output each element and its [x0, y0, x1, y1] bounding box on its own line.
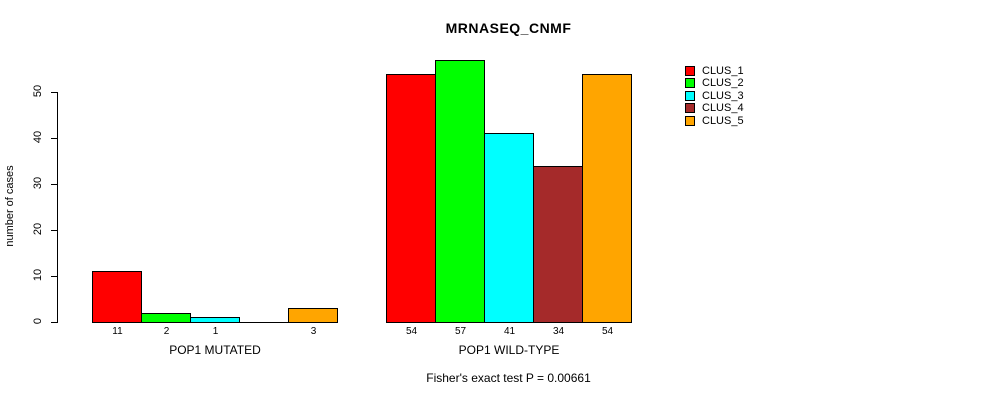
bar-value-label: 54	[601, 326, 614, 337]
y-tick-mark	[51, 138, 57, 139]
y-tick-label: 30	[32, 176, 44, 190]
legend-swatch-clus_1	[685, 66, 695, 76]
legend-label: CLUS_3	[702, 89, 744, 102]
y-tick-mark	[51, 230, 57, 231]
legend-swatch-clus_3	[685, 90, 695, 101]
bar-value-label: 54	[405, 326, 418, 337]
legend-label: CLUS_4	[702, 102, 744, 115]
bar-value-label: 34	[552, 326, 565, 337]
y-axis-line	[57, 92, 58, 323]
y-axis-label: number of cases	[4, 165, 16, 247]
bar-clus_5-wildtype	[582, 74, 632, 323]
y-tick-label: 10	[32, 268, 44, 282]
y-tick-label: 50	[32, 84, 44, 98]
bar-value-label: 1	[212, 326, 219, 337]
legend-label: CLUS_5	[702, 114, 744, 127]
bar-value-label: 3	[310, 326, 317, 337]
bar-value-label: 41	[503, 326, 516, 337]
bar-value-label: 11	[112, 326, 123, 337]
bar-clus_5-mutated	[288, 308, 338, 323]
x-category-label-mutated: POP1 MUTATED	[169, 343, 261, 357]
y-tick-label: 0	[32, 317, 44, 325]
bar-value-label: 2	[163, 326, 170, 337]
y-tick-mark	[51, 184, 57, 185]
bar-clus_2-wildtype	[435, 60, 485, 323]
y-tick-mark	[51, 276, 57, 277]
y-tick-label: 20	[32, 222, 44, 236]
legend-swatch-clus_5	[685, 115, 695, 126]
fisher-test-annotation: Fisher's exact test P = 0.00661	[426, 371, 591, 385]
bar-clus_1-wildtype	[386, 74, 436, 323]
legend-swatch-clus_4	[685, 103, 695, 114]
legend-label: CLUS_1	[702, 65, 744, 77]
bar-clus_4-wildtype	[533, 166, 583, 323]
legend-swatch-clus_2	[685, 78, 695, 89]
bar-clus_3-wildtype	[484, 133, 534, 323]
x-category-label-wildtype: POP1 WILD-TYPE	[458, 343, 560, 357]
chart-title: MRNASEQ_CNMF	[445, 20, 572, 36]
y-tick-mark	[51, 92, 57, 93]
y-tick-mark	[51, 322, 57, 323]
y-tick-label: 40	[32, 130, 44, 144]
bar-clus_1-mutated	[92, 271, 142, 323]
bar-clus_2-mutated	[141, 313, 191, 323]
bar-clus_3-mutated	[190, 317, 240, 323]
legend-label: CLUS_2	[702, 77, 744, 90]
bar-value-label: 57	[454, 326, 467, 337]
